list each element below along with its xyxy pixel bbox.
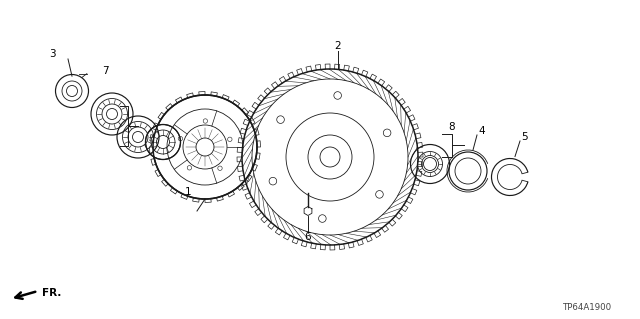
Polygon shape [304,206,312,216]
Text: 7: 7 [102,66,108,76]
Circle shape [145,124,180,160]
Text: 4: 4 [479,126,485,136]
Circle shape [153,95,257,199]
Text: 2: 2 [335,41,341,51]
Text: 1: 1 [185,187,191,197]
Text: 3: 3 [49,49,55,59]
Circle shape [236,63,424,251]
Text: 6: 6 [305,232,311,242]
Text: FR.: FR. [42,288,61,298]
Text: 8: 8 [449,122,455,132]
Text: 5: 5 [522,132,528,142]
Text: TP64A1900: TP64A1900 [563,302,612,311]
